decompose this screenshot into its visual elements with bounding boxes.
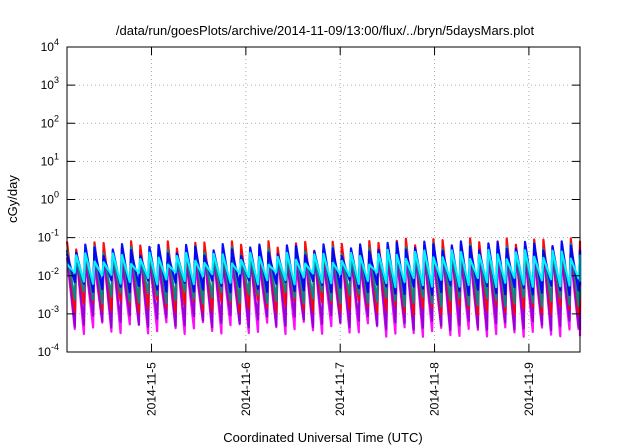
y-tick-label: 102 xyxy=(41,113,59,130)
x-tick-labels: 2014-11-5 2014-11-6 2014-11-7 2014-11-8 2014… xyxy=(145,362,536,416)
series-line xyxy=(66,248,582,289)
plot-frame xyxy=(66,46,581,353)
x-tick-label: 2014-11-7 xyxy=(333,362,347,416)
x-tick-label: 2014-11-6 xyxy=(239,362,253,416)
y-tick-label: 103 xyxy=(41,75,59,92)
y-tick-label: 104 xyxy=(41,37,59,54)
x-tick-label: 2014-11-5 xyxy=(145,362,159,416)
x-axis-label: Coordinated Universal Time (UTC) xyxy=(223,430,422,445)
data-series xyxy=(65,237,582,338)
chart-title: /data/run/goesPlots/archive/2014-11-09/1… xyxy=(116,23,535,38)
x-tick-label: 2014-11-8 xyxy=(428,362,442,416)
y-tick-label: 10-3 xyxy=(38,304,59,321)
y-tick-label: 10-1 xyxy=(38,228,59,245)
y-tick-label: 10-4 xyxy=(38,342,59,359)
y-tick-label: 101 xyxy=(41,151,59,168)
series-line xyxy=(65,246,582,332)
y-axis-label: cGy/day xyxy=(5,175,20,223)
y-tick-labels: 10-4 10-3 10-2 10-1 100 101 102 103 104 xyxy=(38,37,59,359)
y-tick-label: 10-2 xyxy=(38,266,59,283)
y-tick-label: 100 xyxy=(41,190,59,207)
x-tick-label: 2014-11-9 xyxy=(522,362,536,416)
